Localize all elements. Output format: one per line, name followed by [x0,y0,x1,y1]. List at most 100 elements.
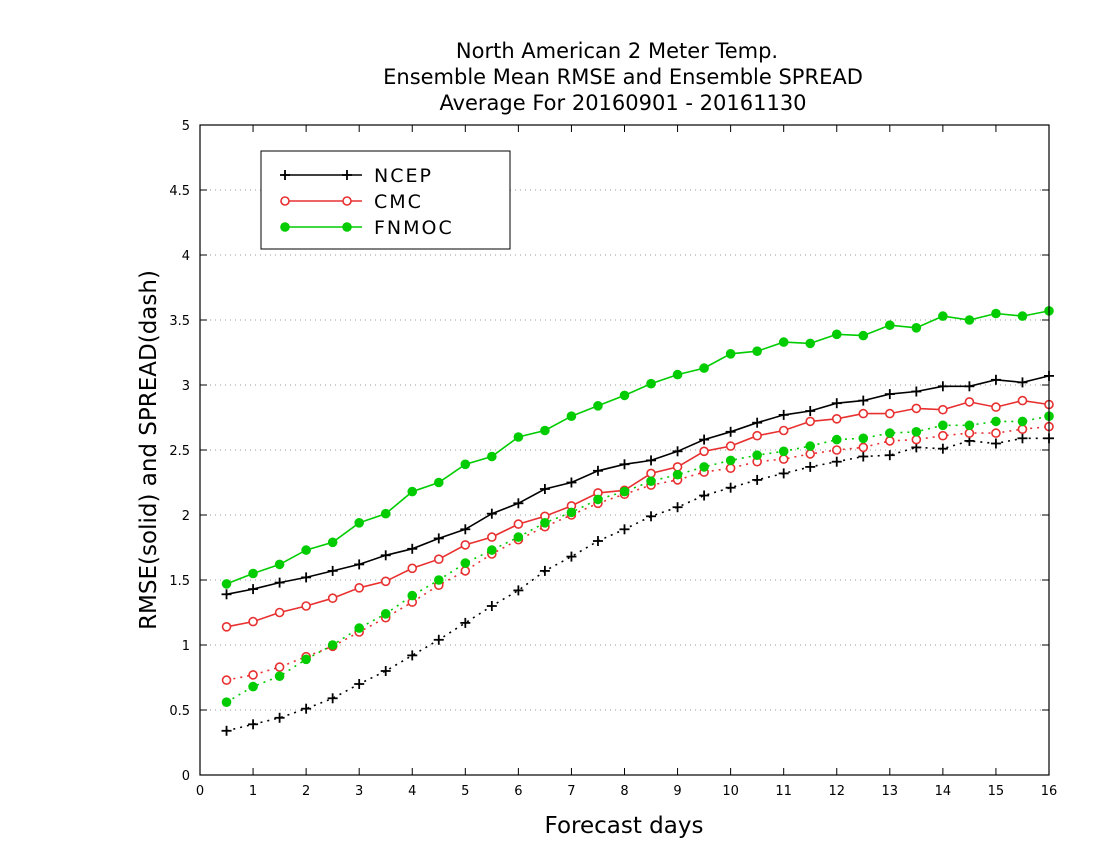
legend-label-cmc: CMC [374,191,423,213]
y-tick-label: 3 [182,379,190,394]
cmc-rmse-point [805,416,816,427]
cmc-rmse-point [460,540,471,550]
fnmoc-rmse-point [964,315,975,325]
fnmoc-spread-point [805,441,816,451]
chart-title-line-2: Ensemble Mean RMSE and Ensemble SPREAD [383,65,863,89]
ncep-spread-point [884,450,895,461]
fnmoc-rmse-point [513,432,524,442]
y-tick-label: 0 [182,769,190,784]
ncep-spread-point [858,451,869,462]
legend-label-fnmoc: FNMOC [374,217,454,239]
cmc-spread-point [938,430,948,441]
ncep-rmse-point [831,398,842,409]
fnmoc-spread-line [226,415,1050,703]
series-cmc [221,395,1054,685]
ncep-spread-point [301,703,312,714]
ncep-rmse-point [274,577,285,588]
cmc-rmse-point [938,404,948,415]
ncep-spread-point [752,474,763,485]
fnmoc-spread-point [752,450,762,461]
y-tick-label: 4 [182,249,190,264]
cmc-spread-point [911,434,922,445]
fnmoc-rmse-point [380,508,391,519]
series-fnmoc [221,306,1054,707]
ncep-spread-point [539,565,550,576]
fnmoc-rmse-point [566,411,577,422]
fnmoc-rmse-point [593,401,603,411]
ncep-spread-point [327,693,338,704]
cmc-rmse-point [407,563,418,574]
x-tick-label: 12 [828,784,845,799]
cmc-rmse-point [487,532,497,542]
chart-title-line-1: North American 2 Meter Temp. [456,39,778,63]
fnmoc-spread-point [646,476,656,487]
ncep-rmse-point [513,498,524,509]
cmc-spread-point [1017,424,1028,435]
ncep-spread-point [619,524,630,535]
fnmoc-rmse-point [460,459,471,470]
x-tick-label: 1 [249,784,257,799]
fnmoc-rmse-point [354,518,364,528]
ncep-rmse-point [460,524,471,535]
legend-item-fnmoc: FNMOC [280,217,454,239]
y-tick-label: 0.5 [169,704,190,719]
y-tick-label: 1 [182,639,190,654]
fnmoc-rmse-point [991,308,1001,319]
fnmoc-rmse-point [672,369,683,380]
fnmoc-spread-point [858,433,869,444]
fnmoc-spread-point [566,507,577,518]
fnmoc-spread-point [619,486,630,497]
ncep-spread-point [566,551,577,562]
fnmoc-rmse-point [540,425,550,436]
cmc-spread-point [805,449,816,459]
fnmoc-rmse-point [301,545,311,555]
cmc-spread-point [964,428,975,438]
fnmoc-rmse-point [911,323,922,333]
cmc-rmse-point [274,607,285,618]
fnmoc-spread-point [513,532,524,542]
ncep-rmse-point [354,559,365,570]
x-tick-label: 8 [620,784,628,799]
fnmoc-rmse-point [831,329,842,340]
cmc-rmse-point [885,408,895,419]
cmc-rmse-point [831,413,842,424]
ncep-spread-point [592,536,603,546]
legend-marker-cmc [342,196,352,206]
ncep-rmse-point [433,533,444,544]
x-tick-label: 4 [408,784,416,799]
cmc-rmse-point [778,425,789,436]
fnmoc-spread-point [540,518,550,528]
ncep-spread-point [248,719,259,730]
ncep-rmse-point [911,386,922,397]
ncep-spread-point [486,601,497,611]
ncep-spread-point [831,456,842,467]
x-tick-label: 13 [882,784,899,799]
cmc-spread-point [460,566,471,576]
fnmoc-spread-point [354,623,364,633]
ncep-spread-line [226,437,1049,732]
fnmoc-rmse-point [1017,311,1028,321]
ncep-rmse-point [592,465,603,476]
cmc-rmse-point [699,446,709,457]
x-tick-label: 11 [775,784,792,799]
fnmoc-rmse-point [274,559,285,570]
fnmoc-rmse-point [885,320,895,331]
fnmoc-rmse-point [327,537,338,548]
ncep-spread-point [937,443,948,454]
cmc-spread-point [221,675,232,685]
cmc-spread-point [885,436,895,446]
gridlines [200,189,1049,711]
fnmoc-spread-point [593,494,603,505]
ncep-spread-point [725,482,736,493]
ncep-rmse-point [539,484,550,494]
legend-marker-fnmoc [280,222,290,232]
legend-label-ncep: NCEP [374,165,433,187]
fnmoc-rmse-point [752,346,762,357]
fnmoc-rmse-point [248,568,258,579]
fnmoc-spread-point [725,455,736,466]
x-tick-label: 0 [196,784,204,799]
ncep-rmse-point [566,477,577,488]
ncep-rmse-point [884,389,895,400]
fnmoc-spread-point [221,697,232,707]
ncep-spread-point [380,666,391,676]
